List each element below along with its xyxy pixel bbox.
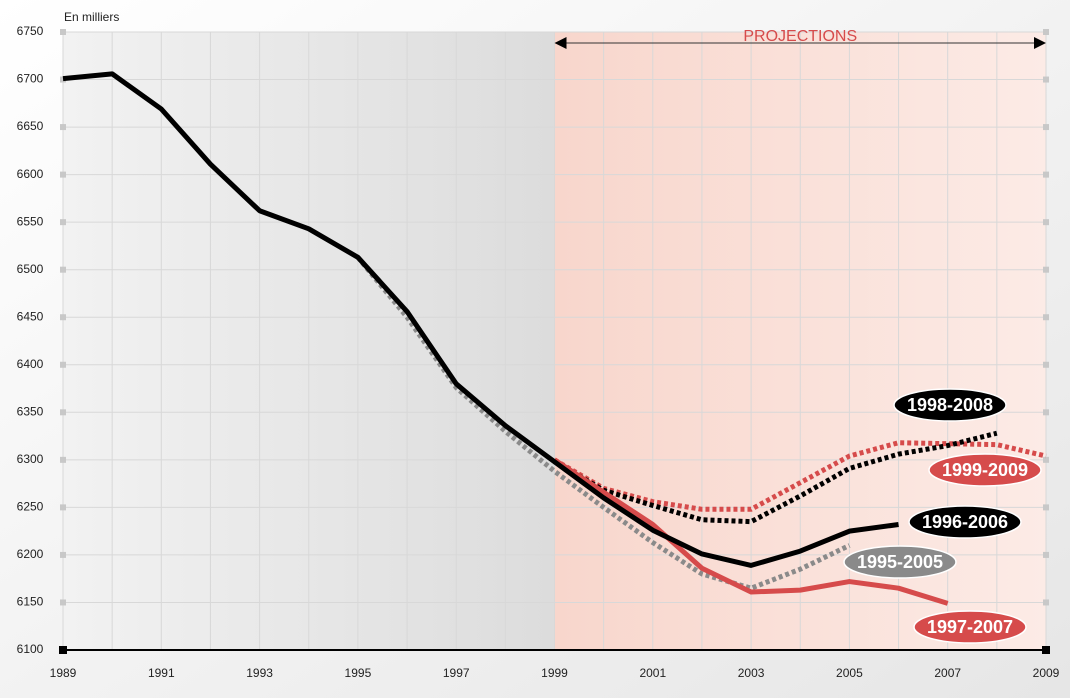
tick-mark [60,599,66,606]
tick-mark [1043,314,1049,321]
unit-label: En milliers [64,10,119,24]
legend-badge [913,610,1027,644]
y-tick-label: 6350 [17,404,44,418]
tick-mark [60,456,66,463]
legend-label: 1997-2007 [927,617,1013,637]
arrow-head [1034,37,1046,49]
legend-label: 1995-2005 [857,552,943,572]
tick-mark [1043,171,1049,178]
axis-end [59,646,67,654]
x-tick-label: 1999 [541,666,568,680]
legend-badge [908,505,1022,539]
tick-mark [60,266,66,273]
y-tick-label: 6600 [17,167,44,181]
tick-mark [60,551,66,558]
tick-mark [1043,29,1049,35]
x-tick-label: 2009 [1033,666,1060,680]
tick-mark [1043,551,1049,558]
tick-mark [60,314,66,321]
tick-mark [60,504,66,511]
y-tick-label: 6700 [17,72,44,86]
axis-end [1042,646,1050,654]
legend-badge [893,388,1007,422]
y-tick-label: 6450 [17,309,44,323]
y-tick-label: 6400 [17,357,44,371]
tick-mark [60,76,66,83]
tick-mark [1043,599,1049,606]
tick-mark [1043,361,1049,368]
annotation: PROJECTIONS [743,28,857,45]
x-tick-label: 1995 [345,666,372,680]
tick-mark [60,361,66,368]
tick-mark [60,219,66,226]
y-tick-label: 6100 [17,642,44,656]
y-tick-label: 6250 [17,500,44,514]
y-tick-label: 6200 [17,547,44,561]
y-tick-label: 6150 [17,595,44,609]
x-tick-label: 2001 [639,666,666,680]
series-line [62,71,899,568]
tick-mark [60,171,66,178]
x-tick-label: 2005 [836,666,863,680]
tick-mark [1043,124,1049,131]
tick-mark [1043,76,1049,83]
tick-mark [1043,504,1049,511]
x-tick-label: 2003 [738,666,765,680]
tick-mark [1043,456,1049,463]
x-tick-label: 1989 [50,666,77,680]
legend-label: 1999-2009 [942,460,1028,480]
tick-mark [1043,409,1049,416]
x-tick-label: 1991 [148,666,175,680]
legend-badge [843,545,957,579]
tick-mark [60,124,66,131]
y-tick-label: 6650 [17,119,44,133]
tick-mark [1043,266,1049,273]
tick-mark [1043,219,1049,226]
y-tick-label: 6300 [17,452,44,466]
tick-mark [60,409,66,416]
legend-label: 1996-2006 [922,512,1008,532]
x-tick-label: 2007 [934,666,961,680]
series-line [553,457,949,606]
y-tick-label: 6500 [17,262,44,276]
y-tick-label: 6750 [17,24,44,38]
legend-label: 1998-2008 [907,395,993,415]
arrow-head [554,37,567,49]
x-tick-label: 1993 [246,666,273,680]
x-tick-label: 1997 [443,666,470,680]
tick-mark [60,29,66,35]
y-tick-label: 6550 [17,214,44,228]
legend-badge [928,453,1042,487]
